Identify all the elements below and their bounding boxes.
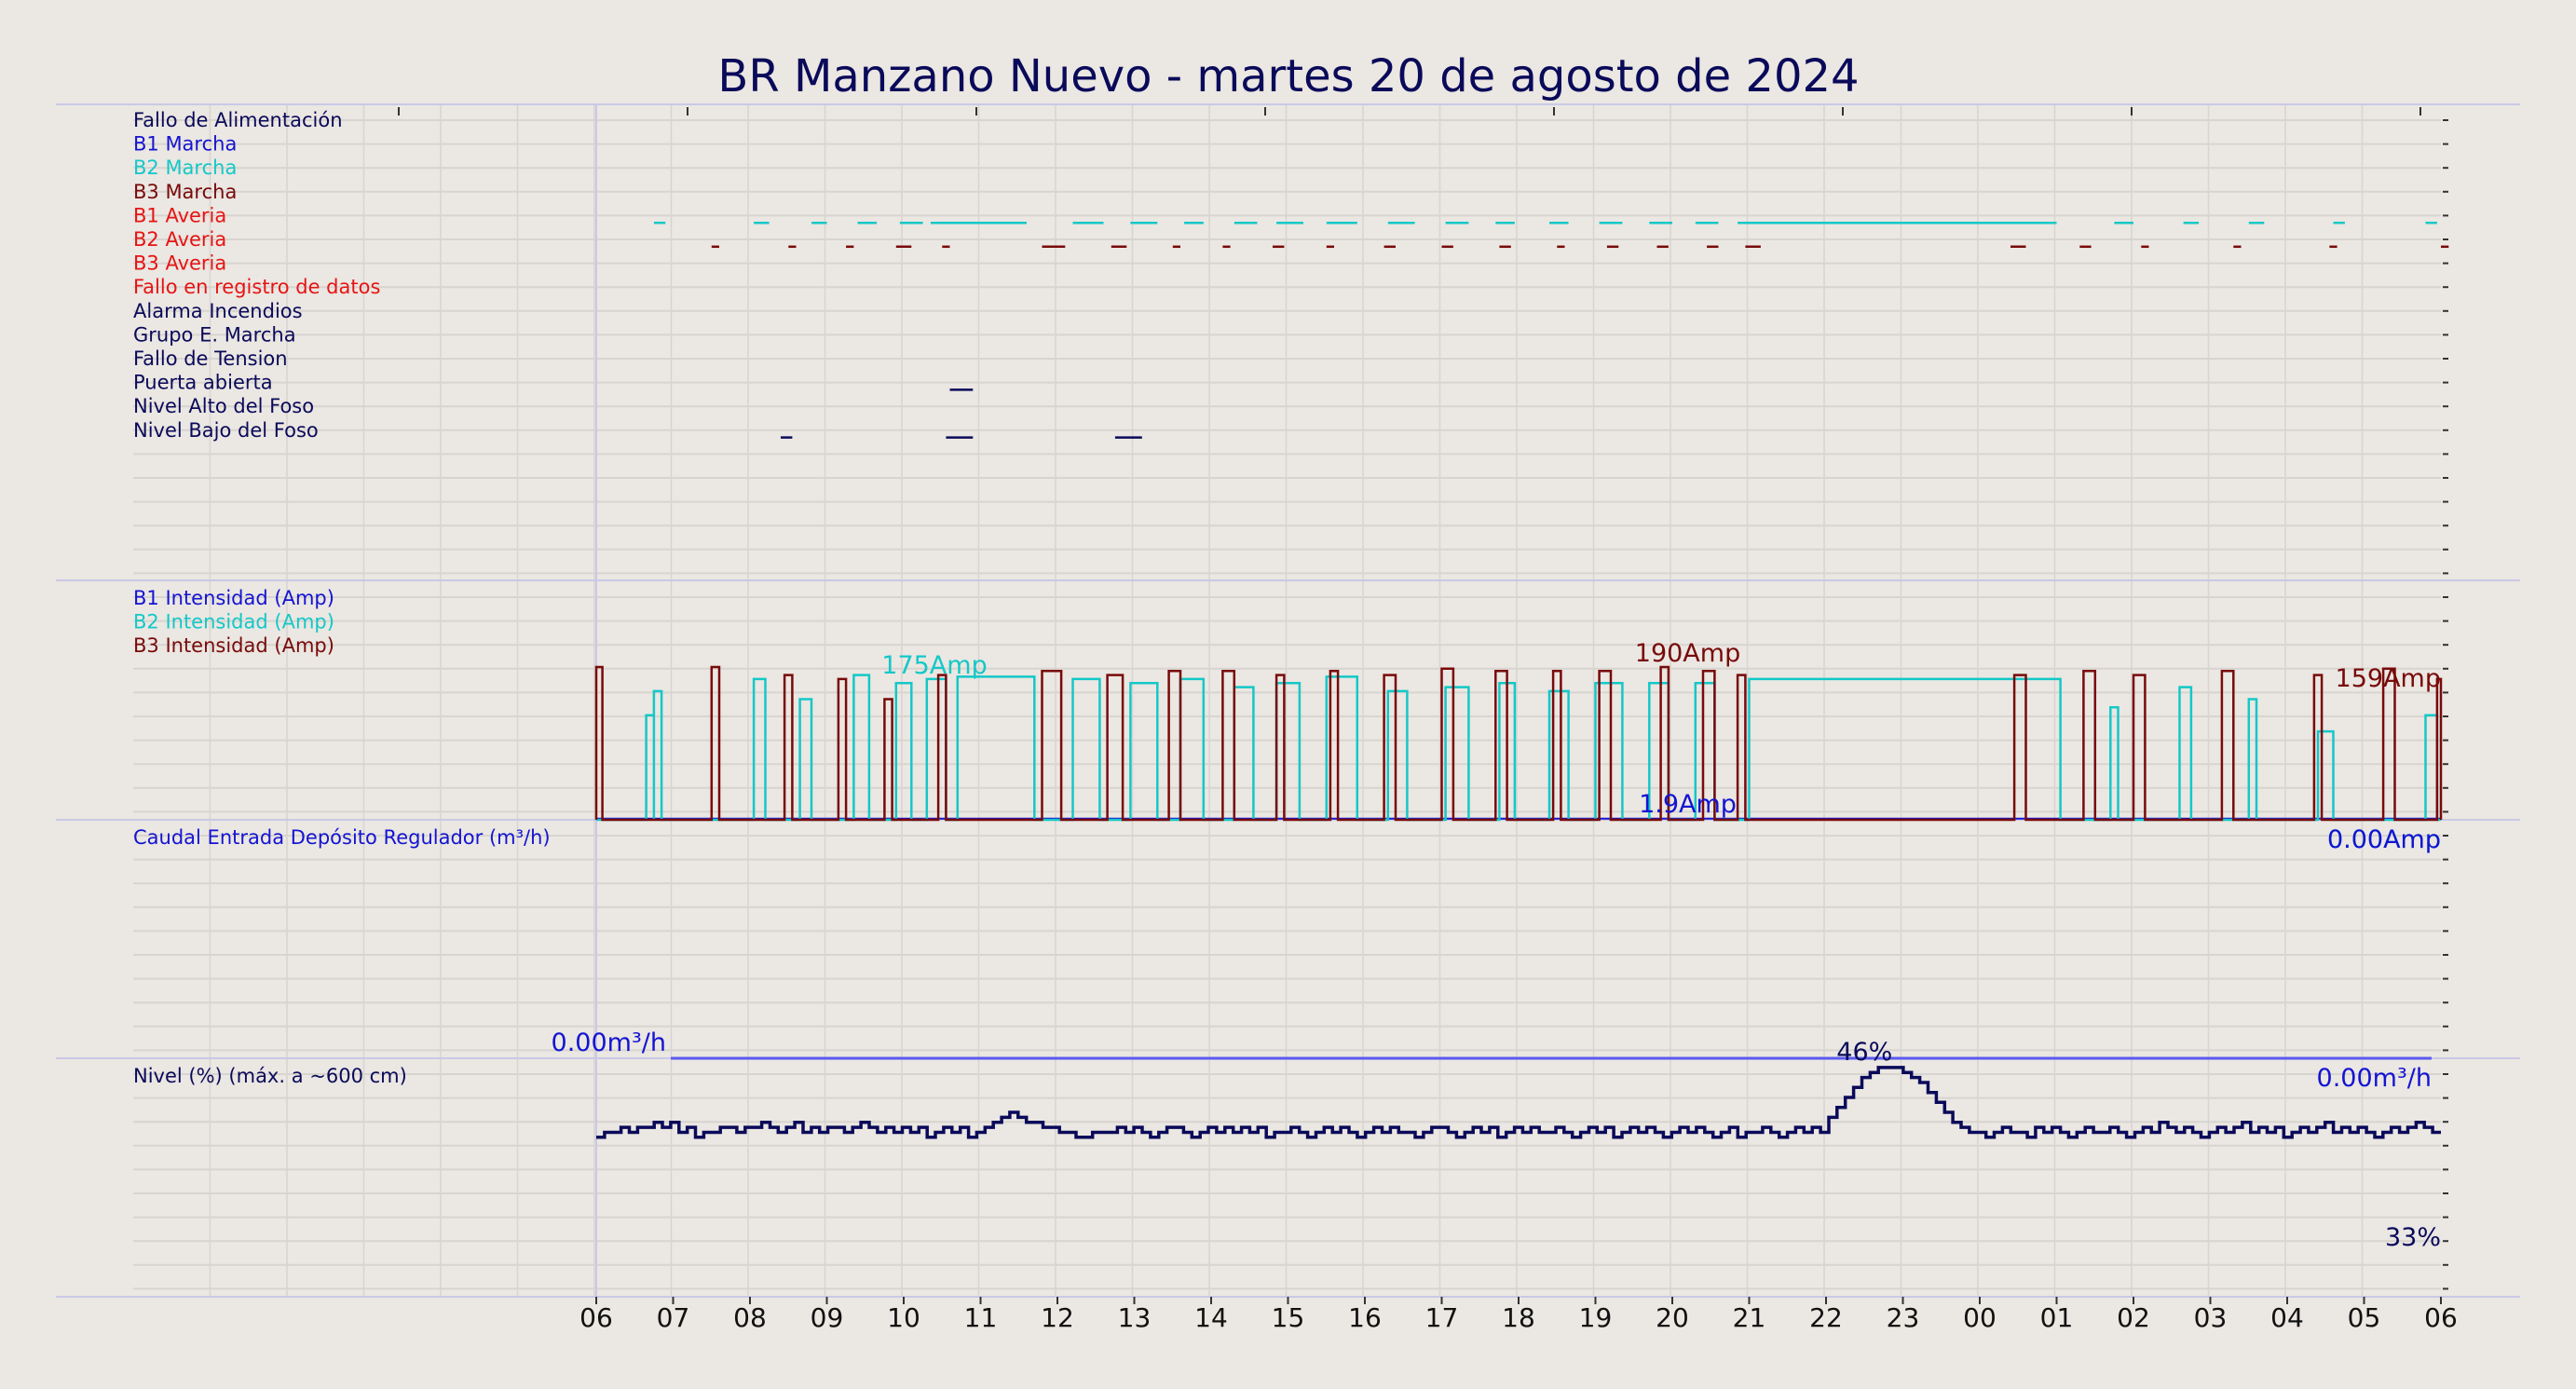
signal-label: Fallo de Tension	[133, 347, 288, 370]
flow-annotation-start: 0.00m³/h	[552, 1028, 666, 1057]
x-tick-label: 20	[1656, 1302, 1689, 1333]
level-line	[596, 1066, 2441, 1139]
signal-label: B2 Averia	[133, 228, 226, 251]
x-tick-label: 03	[2194, 1302, 2228, 1333]
x-tick-label: 04	[2270, 1302, 2304, 1333]
signal-label: Fallo de Alimentación	[133, 109, 343, 131]
current-annotation: 159Amp	[2336, 664, 2441, 693]
signal-label: Puerta abierta	[133, 372, 273, 394]
level-annotation-last: 33%	[2385, 1223, 2441, 1252]
signal-label: Fallo en registro de datos	[133, 276, 380, 298]
signal-label: Alarma Incendios	[133, 300, 303, 322]
signal-label: B3 Averia	[133, 252, 226, 275]
x-tick-label: 14	[1194, 1302, 1228, 1333]
x-tick-label: 06	[2424, 1302, 2458, 1333]
signal-label: Grupo E. Marcha	[133, 323, 296, 346]
x-tick-label: 10	[887, 1302, 920, 1333]
x-tick-label: 06	[579, 1302, 613, 1333]
series-label: B1 Intensidad (Amp)	[133, 587, 334, 609]
series-label: B3 Intensidad (Amp)	[133, 634, 334, 657]
x-tick-label: 12	[1041, 1302, 1074, 1333]
signal-label: B1 Averia	[133, 204, 226, 226]
signal-label: B3 Marcha	[133, 181, 237, 203]
x-tick-label: 23	[1887, 1302, 1920, 1333]
x-tick-label: 19	[1579, 1302, 1613, 1333]
current-annotation: 175Amp	[881, 651, 987, 680]
signal-label: Nivel Bajo del Foso	[133, 419, 319, 442]
x-tick-label: 01	[2040, 1302, 2074, 1333]
x-tick-label: 13	[1118, 1302, 1152, 1333]
signal-label: Nivel Alto del Foso	[133, 395, 314, 417]
series-label: Caudal Entrada Depósito Regulador (m³/h)	[133, 826, 551, 849]
x-tick-label: 09	[811, 1302, 844, 1333]
x-tick-label: 05	[2348, 1302, 2381, 1333]
annotations: 175Amp 190Amp159Amp1.9Amp0.00Amp0.00Amp0.…	[552, 639, 2441, 1252]
x-tick-label: 00	[1963, 1302, 1997, 1333]
current-annotation: 0.00Amp	[2327, 825, 2441, 854]
x-tick-label: 08	[733, 1302, 767, 1333]
series-label: Nivel (%) (máx. a ~600 cm)	[133, 1065, 407, 1087]
flow-annotation-end: 0.00m³/h	[2317, 1064, 2432, 1093]
grid	[133, 104, 2448, 1297]
signal-label: B2 Marcha	[133, 157, 237, 179]
current-annotation: 190Amp	[1635, 639, 1740, 668]
x-tick-label: 21	[1733, 1302, 1766, 1333]
x-tick-label: 11	[964, 1302, 998, 1333]
x-tick-label: 07	[657, 1302, 690, 1333]
current-annotation: 0.00Amp	[2327, 825, 2441, 854]
signal-label: B1 Marcha	[133, 133, 237, 156]
x-axis: 06 07 08 09 10 11 12 13 14 15 16 17 18 19 20 21 22 23 00 01…	[579, 1297, 2458, 1333]
data-marks	[594, 221, 2449, 1139]
x-tick-label: 18	[1502, 1302, 1535, 1333]
x-tick-label: 15	[1272, 1302, 1305, 1333]
x-tick-label: 17	[1425, 1302, 1459, 1333]
chart-title: BR Manzano Nuevo - martes 20 de agosto d…	[717, 50, 1859, 102]
x-tick-label: 16	[1348, 1302, 1382, 1333]
x-tick-label: 02	[2117, 1302, 2150, 1333]
x-tick-label: 22	[1809, 1302, 1843, 1333]
current-annotation: 1.9Amp	[1639, 790, 1737, 819]
b2-current-line	[596, 674, 2441, 822]
level-annotation-max: 46%	[1836, 1038, 1892, 1067]
series-label: B2 Intensidad (Amp)	[133, 611, 334, 633]
b3-current-line	[594, 665, 2443, 822]
